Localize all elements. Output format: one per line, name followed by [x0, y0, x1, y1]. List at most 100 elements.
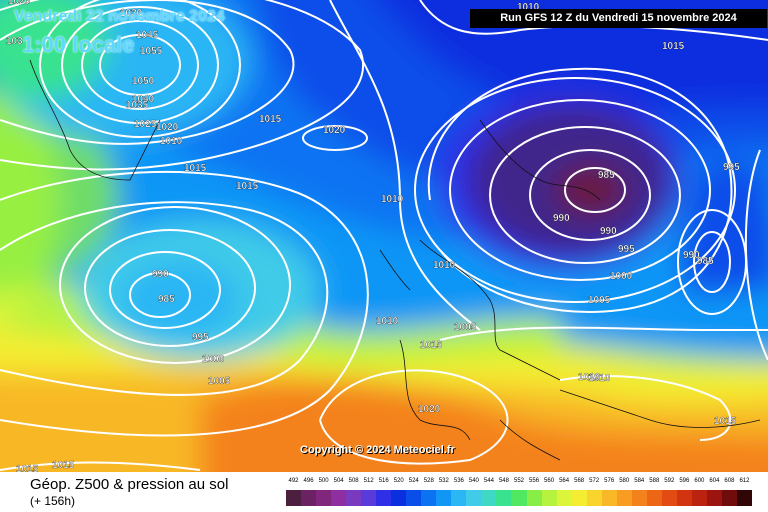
scale-color-cell	[646, 490, 662, 506]
scale-label: 544	[483, 478, 494, 484]
scale-label: 576	[604, 478, 615, 484]
scale-label: 612	[739, 478, 750, 484]
scale-color-cell	[541, 490, 557, 506]
isobar-label: 1015	[420, 340, 443, 351]
isobar-label: 1040	[132, 94, 155, 105]
scale-label: 548	[498, 478, 509, 484]
scale-label: 492	[288, 478, 299, 484]
scale-color-cell	[331, 490, 347, 506]
scale-label: 552	[513, 478, 525, 484]
scale-color-cell	[631, 490, 647, 506]
isobar-label: 1015	[184, 163, 207, 174]
isobar-label: 1015	[714, 416, 737, 427]
isobar-label: 1010	[433, 260, 456, 271]
scale-color-cell	[676, 490, 692, 506]
scale-color-cell	[481, 490, 497, 506]
isobar-label: 995	[618, 244, 635, 255]
scale-color-cell	[406, 490, 422, 506]
scale-label: 556	[529, 478, 540, 484]
scale-label: 536	[453, 478, 464, 484]
scale-color-cell	[466, 490, 482, 506]
isobar-label: 1020	[418, 404, 441, 415]
isobar-label: 1020	[323, 125, 346, 136]
isobar-label: 1005	[208, 376, 231, 387]
scale-color-cell	[436, 490, 452, 506]
isobar-label: 1015	[16, 464, 39, 472]
valid-hour-label: 1:00 locale	[22, 32, 135, 57]
isobar-label: 995	[723, 162, 740, 173]
isobar-label: 1005	[454, 322, 477, 333]
scale-color-cell	[556, 490, 572, 506]
scale-label: 592	[664, 478, 675, 484]
isobar-label: 1015	[259, 114, 282, 125]
isobar-label: 1010	[160, 136, 183, 147]
scale-label: 512	[363, 478, 374, 484]
isobar-label: 1000	[610, 271, 633, 282]
isobar-label: 1035	[126, 100, 149, 111]
map-title: Géop. Z500 & pression au sol	[30, 476, 229, 493]
isobar-label: 1010	[517, 2, 540, 13]
scale-label: 588	[649, 478, 660, 484]
scale-label: 600	[694, 478, 705, 484]
scale-label: 608	[724, 478, 735, 484]
scale-color-cell	[511, 490, 527, 506]
scale-label: 596	[679, 478, 690, 484]
isobar-label: 1020	[156, 122, 179, 133]
scale-label: 500	[318, 478, 329, 484]
isobar-label: 1010	[588, 373, 611, 384]
isobar-label: 103	[6, 36, 23, 47]
scale-label: 540	[468, 478, 479, 484]
scale-color-cell	[301, 490, 317, 506]
scale-color-cell	[601, 490, 617, 506]
scale-label: 508	[348, 478, 359, 484]
scale-color-cell	[691, 490, 707, 506]
isobar-label: 1000	[202, 354, 225, 365]
isobar-label: 995	[192, 332, 209, 343]
scale-color-cell	[736, 490, 752, 506]
isobar-label: 1030	[120, 8, 143, 19]
isobar-label: 1045	[136, 30, 159, 41]
scale-color-cell	[706, 490, 722, 506]
scale-color-cell	[721, 490, 737, 506]
scale-color-cell	[451, 490, 467, 506]
scale-color-cell	[571, 490, 587, 506]
isobar-label: 1005	[588, 295, 611, 306]
scale-color-cell	[376, 490, 392, 506]
isobar-label: 990	[683, 250, 700, 261]
isobar-label: 1020	[8, 0, 31, 7]
scale-label: 496	[303, 478, 314, 484]
scale-label: 604	[709, 478, 720, 484]
scale-label: 532	[438, 478, 449, 484]
valid-date-label: Vendredi 22 novembre 2024	[14, 8, 225, 25]
isobar-lines	[0, 0, 768, 470]
isobar-label: 990	[152, 269, 169, 280]
isobar-label: 985	[158, 294, 175, 305]
scale-label: 524	[408, 478, 419, 484]
scale-label: 504	[333, 478, 344, 484]
isobar-label: 985	[697, 256, 714, 267]
scale-color-cell	[661, 490, 677, 506]
scale-color-cell	[586, 490, 602, 506]
scale-color-cell	[616, 490, 632, 506]
isobar-label: 1015	[236, 181, 259, 192]
scale-label: 572	[589, 478, 600, 484]
scale-color-cell	[526, 490, 542, 506]
scale-label: 560	[544, 478, 555, 484]
isobar-label: 1010	[381, 194, 404, 205]
isobar-labels: 1030 1045 1055 1050 1040 1035 1025 1020 …	[6, 0, 740, 472]
lead-time-label: (+ 156h)	[30, 494, 76, 508]
scale-label: 580	[619, 478, 630, 484]
isobar-label: 1015	[52, 460, 75, 471]
scale-label: 516	[378, 478, 389, 484]
scale-color-cell	[286, 490, 302, 506]
coastlines	[29, 59, 761, 461]
scale-label: 584	[634, 478, 645, 484]
scale-label: 520	[393, 478, 404, 484]
isobar-label: 1010	[578, 372, 601, 383]
isobar-label: 990	[600, 226, 617, 237]
scale-color-cells	[286, 490, 752, 506]
isobar-label: 1050	[132, 76, 155, 87]
scale-color-cell	[346, 490, 362, 506]
scale-color-cell	[361, 490, 377, 506]
